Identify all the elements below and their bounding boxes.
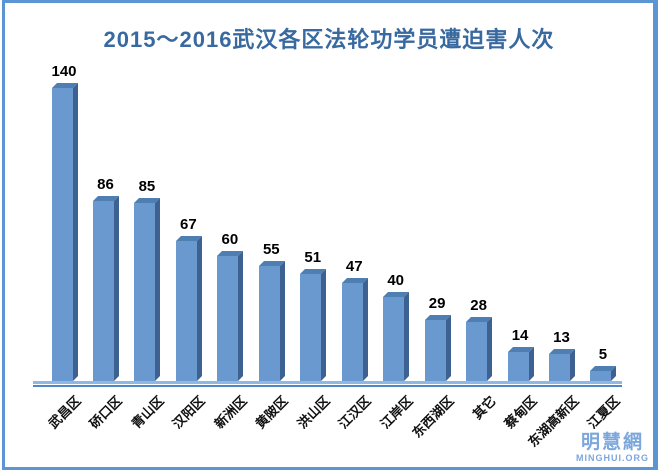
bar-front-face	[300, 274, 321, 381]
bar-value-label: 14	[511, 327, 529, 344]
bar-front-face	[590, 371, 611, 381]
x-axis-label: 江夏区	[584, 393, 623, 432]
bar-value-label: 40	[387, 272, 405, 289]
bar-front-face	[383, 297, 404, 381]
bar	[342, 278, 368, 381]
bar-side-face	[487, 317, 492, 381]
x-axis-label: 汉阳区	[169, 393, 209, 432]
bar-front-face	[425, 320, 446, 381]
x-axis-label: 硚口区	[87, 393, 126, 432]
bar-value-label: 55	[262, 241, 280, 258]
x-axis-label: 洪山区	[294, 393, 333, 432]
x-axis-label: 武昌区	[45, 393, 84, 432]
x-axis-label: 其它	[469, 393, 499, 423]
bar-side-face	[280, 261, 285, 381]
bar-front-face	[342, 283, 363, 381]
bar-side-face	[404, 292, 409, 381]
bar	[134, 198, 160, 381]
bar	[590, 366, 616, 381]
bar-side-face	[446, 315, 451, 381]
bar-front-face	[176, 241, 197, 381]
bar-value-label: 47	[345, 258, 363, 275]
bar-front-face	[466, 322, 487, 381]
bar-value-label: 13	[553, 329, 570, 346]
bar-front-face	[52, 88, 73, 381]
bar	[93, 196, 119, 381]
bar-value-label: 60	[221, 231, 239, 248]
watermark-url-text: MINGHUI.ORG	[576, 453, 649, 464]
chart-title: 2015～2016武汉各区法轮功学员遭迫害人次	[103, 27, 555, 52]
bar-front-face	[259, 266, 280, 381]
bar	[300, 269, 326, 381]
bar-value-label: 67	[180, 216, 197, 233]
bar-side-face	[238, 251, 243, 381]
bar-front-face	[508, 352, 529, 381]
bar	[52, 83, 78, 381]
bar-value-label: 85	[138, 178, 156, 195]
minghui-watermark: 明慧網 MINGHUI.ORG	[576, 432, 649, 464]
bar-value-label: 29	[428, 295, 446, 312]
bar	[425, 315, 451, 381]
x-axis-baseline	[33, 385, 622, 387]
bar-front-face	[93, 201, 114, 381]
x-axis-label: 青山区	[128, 393, 167, 432]
bar	[176, 236, 202, 381]
bar	[466, 317, 492, 381]
x-axis-label: 黄陂区	[252, 393, 292, 432]
bar-value-label: 51	[304, 249, 322, 266]
bar-front-face	[134, 203, 155, 381]
bar-side-face	[197, 236, 202, 381]
bar-side-face	[73, 83, 78, 381]
bar-front-face	[549, 354, 570, 381]
x-axis-label: 新洲区	[211, 393, 250, 432]
bar-side-face	[570, 349, 575, 381]
bar-front-face	[217, 256, 238, 381]
bar	[259, 261, 285, 381]
watermark-logo-text: 明慧網	[580, 432, 644, 454]
bar-value-label: 140	[51, 63, 77, 80]
bar	[383, 292, 409, 381]
bar-side-face	[114, 196, 119, 381]
bar-side-face	[155, 198, 160, 381]
bar-value-label: 28	[470, 297, 487, 314]
x-axis-label: 东西湖区	[409, 393, 457, 441]
bar	[549, 349, 575, 381]
x-axis-label: 江汉区	[335, 393, 374, 432]
x-axis-baseline-highlight	[33, 381, 622, 384]
bar-value-label: 5	[598, 346, 608, 363]
bar	[508, 347, 534, 381]
bar-side-face	[321, 269, 326, 381]
bar	[217, 251, 243, 381]
bar-side-face	[529, 347, 534, 381]
bar-side-face	[363, 278, 368, 381]
bar-value-label: 86	[97, 176, 114, 193]
